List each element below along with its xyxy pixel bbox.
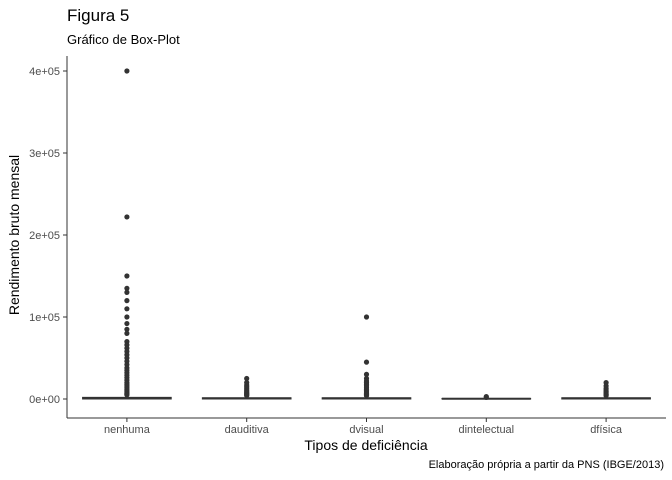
outlier-point [124, 330, 130, 336]
outlier-point [483, 394, 489, 400]
chart-subtitle: Gráfico de Box-Plot [67, 32, 180, 47]
outlier-point [363, 371, 370, 377]
chart-caption: Elaboração própria a partir da PNS (IBGE… [428, 459, 664, 471]
outlier-point [124, 326, 130, 332]
x-tick-label: dfísica [590, 424, 623, 436]
outlier-point [124, 273, 130, 279]
outlier-point [124, 306, 130, 312]
y-tick-label: 2e+05 [29, 230, 60, 242]
outlier-point [124, 298, 130, 304]
outlier-point [244, 393, 250, 399]
x-tick-label: dauditiva [225, 424, 270, 436]
box-nenhuma [82, 68, 172, 400]
outlier-point [124, 392, 130, 398]
box-dauditiva [201, 375, 292, 400]
x-tick-label: dvisual [349, 424, 383, 436]
outlier-point [124, 285, 130, 291]
outlier-point [363, 359, 370, 365]
outlier-point [363, 393, 370, 399]
outlier-point [124, 320, 130, 327]
box-dfísica [561, 380, 651, 400]
outlier-point [124, 68, 130, 74]
box-series [82, 68, 651, 400]
x-tick-label: nenhuma [104, 424, 151, 436]
outlier-point [124, 214, 130, 220]
x-axis: nenhuma dauditiva dvisual dintelectual dfísi… [67, 417, 666, 436]
y-tick-label: 4e+05 [29, 66, 60, 78]
y-axis: 0e+00 1e+05 2e+05 3e+05 4e+05 [29, 56, 68, 418]
outlier-point [603, 393, 609, 399]
y-axis-title: Rendimento bruto mensal [6, 155, 22, 315]
x-tick-label: dintelectual [458, 424, 514, 436]
y-tick-label: 1e+05 [29, 312, 60, 324]
outlier-point [363, 314, 370, 320]
chart-title: Figura 5 [67, 6, 130, 25]
box-dintelectual [441, 393, 532, 400]
x-axis-title: Tipos de deficiência [304, 437, 427, 453]
outlier-point [124, 289, 130, 295]
outlier-point [124, 314, 130, 320]
outlier-point [244, 375, 250, 382]
y-tick-label: 0e+00 [29, 394, 60, 406]
y-tick-label: 3e+05 [29, 148, 60, 160]
box-dvisual [321, 314, 412, 400]
